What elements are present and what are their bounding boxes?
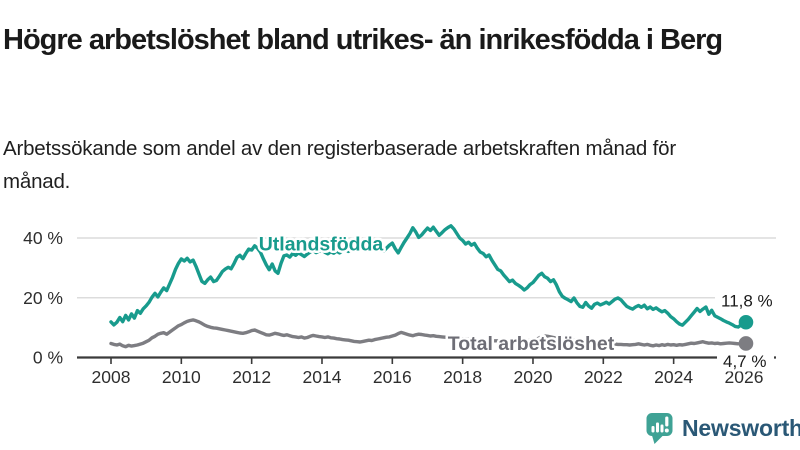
unemployment-line-chart: 2008 2010 2012 2014 2016 2018 2020 2022 2024 2026… <box>23 224 778 387</box>
y-axis-label: 40 % <box>23 228 63 248</box>
x-axis-label: 2008 <box>92 367 131 387</box>
series-end-dot <box>738 314 754 330</box>
x-axis-label: 2014 <box>303 367 342 387</box>
x-axis-label: 2012 <box>232 367 271 387</box>
page-title: Högre arbetslöshet bland utrikes- än inr… <box>3 24 723 57</box>
x-axis-label: 2022 <box>584 367 623 387</box>
series-end-dot <box>738 336 754 351</box>
newsworthy-bubble-chart-icon <box>646 413 673 444</box>
x-axis-label: 2024 <box>654 367 693 387</box>
end-label-backplate <box>715 290 778 311</box>
end-label-backplate <box>717 352 774 372</box>
x-axis-label: 2010 <box>162 367 201 387</box>
y-axis-label: 20 % <box>23 288 63 308</box>
x-axis-label: 2018 <box>443 367 482 387</box>
x-axis-label: 2026 <box>725 367 764 387</box>
series-label-total: Total arbetslöshet <box>448 333 615 355</box>
newsworthy-wordmark: Newsworthy <box>682 415 800 441</box>
x-axis-label: 2020 <box>514 367 553 387</box>
chart-subtitle: Arbetssökande som andel av den registerb… <box>3 136 676 193</box>
end-value-label: 11,8 % <box>721 292 773 311</box>
newsworthy-logo[interactable]: Newsworthy <box>645 411 800 447</box>
series-line-total <box>109 318 746 349</box>
series-label-utlandsfodda: Utlandsfödda <box>259 234 384 256</box>
y-axis-label: 0 % <box>33 348 63 368</box>
end-value-label: 4,7 % <box>723 352 766 371</box>
x-axis-label: 2016 <box>373 367 412 387</box>
series-line-utlandsfodda <box>109 224 746 329</box>
